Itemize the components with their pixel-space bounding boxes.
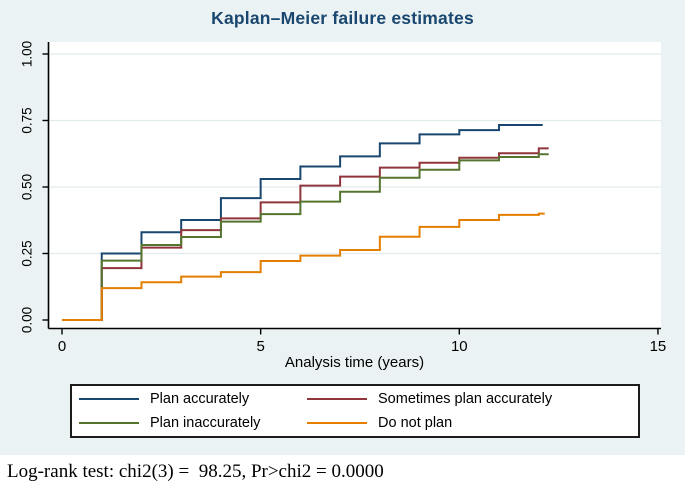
km-curve-do-not-plan <box>62 212 545 321</box>
chart-title: Kaplan–Meier failure estimates <box>211 8 474 28</box>
x-tick-label: 10 <box>451 338 468 355</box>
km-curve-plan-inaccurately <box>62 153 549 321</box>
legend-line-swatch-plan-inaccurately <box>79 422 139 424</box>
legend-box: Plan accurately Sometimes plan accuratel… <box>70 384 640 438</box>
x-axis-label: Analysis time (years) <box>284 354 425 371</box>
x-tick-label: 5 <box>256 338 264 355</box>
chart-area: Kaplan–Meier failure estimates 0.00 0.25 0… <box>0 0 685 455</box>
legend-line-swatch-plan-accurately <box>79 398 139 400</box>
km-curve-sometimes-plan-accurately <box>62 147 549 321</box>
legend-line-swatch-do-not-plan <box>307 422 367 424</box>
footer-strip: Log-rank test: chi2(3) = 98.25, Pr>chi2 … <box>0 455 685 493</box>
legend-label-plan-inaccurately: Plan inaccurately <box>150 415 261 431</box>
log-rank-test-text: Log-rank test: chi2(3) = 98.25, Pr>chi2 … <box>7 461 384 482</box>
legend-label-sometimes-plan-accurately: Sometimes plan accurately <box>378 391 553 407</box>
legend-line-swatch-sometimes-plan-accurately <box>307 398 367 400</box>
km-plot-svg: 0.00 0.25 0.50 0.75 1.00 0 5 10 15 <box>20 41 667 355</box>
y-tick-label: 0.00 <box>20 307 35 333</box>
y-tick-label: 0.75 <box>20 107 35 133</box>
y-tick-label: 1.00 <box>20 41 35 67</box>
x-tick-label: 0 <box>58 338 66 355</box>
km-curve-plan-accurately <box>62 124 543 321</box>
y-tick-label: 0.50 <box>20 174 35 200</box>
legend-label-plan-accurately: Plan accurately <box>150 391 250 407</box>
y-tick-label: 0.25 <box>20 240 35 266</box>
legend-label-do-not-plan: Do not plan <box>378 415 453 431</box>
legend-item-plan-accurately: Plan accurately <box>72 388 300 410</box>
x-tick-label: 15 <box>650 338 667 355</box>
legend-item-sometimes-plan-accurately: Sometimes plan accurately <box>300 388 638 410</box>
plot-background <box>48 42 661 329</box>
legend-item-do-not-plan: Do not plan <box>300 412 638 434</box>
legend-item-plan-inaccurately: Plan inaccurately <box>72 412 300 434</box>
